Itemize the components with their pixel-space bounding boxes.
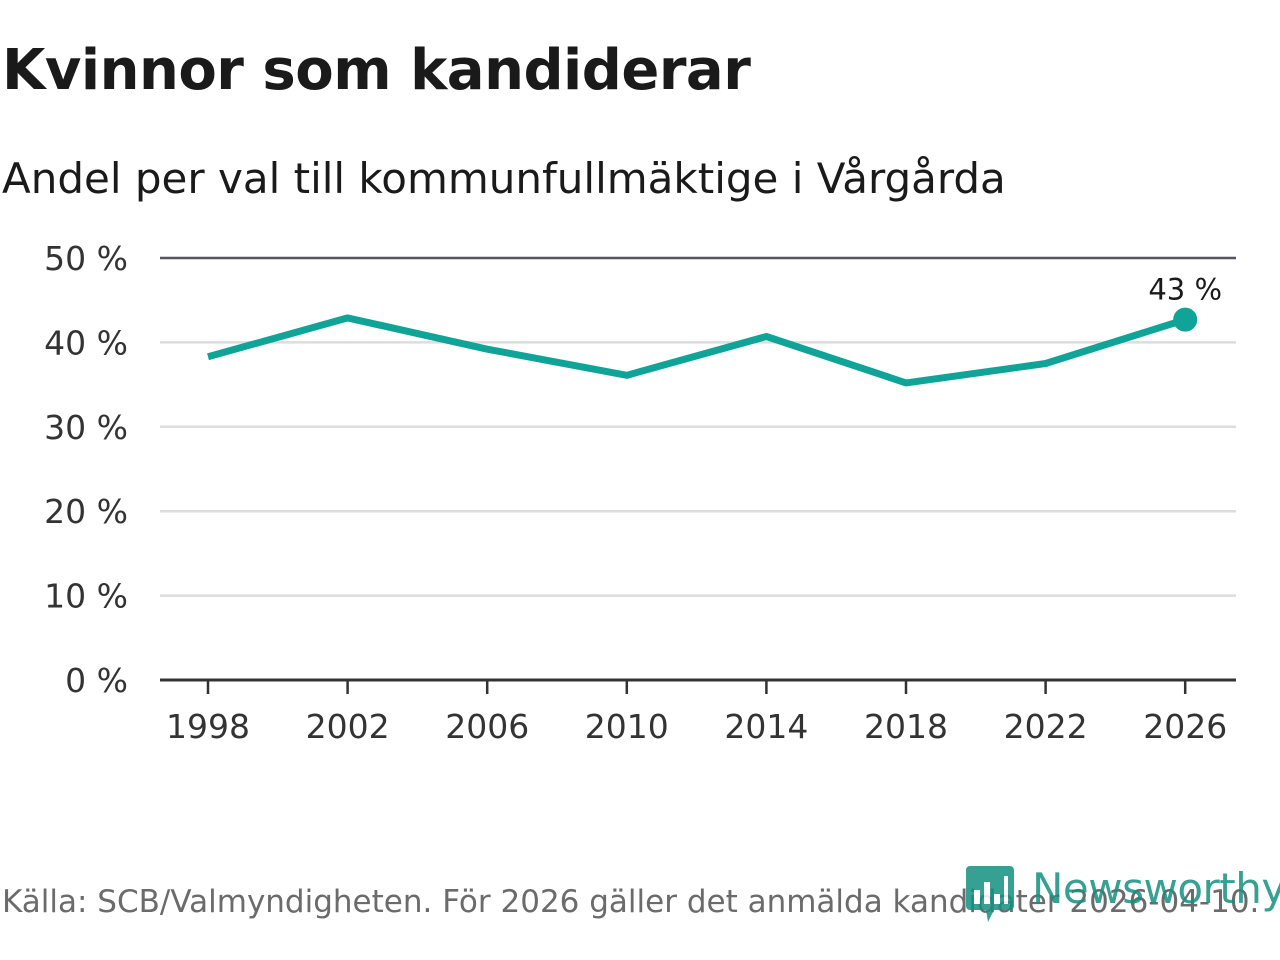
x-tick-label: 2006 bbox=[445, 707, 529, 746]
x-tick-label: 2022 bbox=[1004, 707, 1088, 746]
series-line bbox=[207, 314, 1187, 387]
y-tick-label: 30 % bbox=[44, 408, 128, 447]
chart-title: Kvinnor som kandiderar bbox=[2, 38, 751, 103]
x-tick-label: 2018 bbox=[864, 707, 948, 746]
x-tick-label: 1998 bbox=[166, 707, 250, 746]
x-tick-label: 2010 bbox=[585, 707, 669, 746]
x-tick-label: 2014 bbox=[724, 707, 808, 746]
y-axis-ticks: 0 % 10 % 20 % 30 % 40 % 50 % bbox=[44, 239, 128, 700]
chart-subtitle: Andel per val till kommunfullmäktige i V… bbox=[2, 154, 1006, 203]
x-tick-label: 2026 bbox=[1143, 707, 1227, 746]
y-tick-label: 20 % bbox=[44, 492, 128, 531]
brand-name: Newsworthy bbox=[1032, 863, 1280, 913]
annotation-layer: 43 % bbox=[1148, 273, 1222, 332]
data-point-2026 bbox=[1173, 307, 1198, 332]
source-note: Källa: SCB/Valmyndigheten. För 2026 gäll… bbox=[2, 884, 1260, 920]
y-tick-label: 50 % bbox=[44, 239, 128, 278]
grid-lines bbox=[160, 256, 1236, 682]
y-tick-label: 10 % bbox=[44, 577, 128, 616]
y-tick-label: 40 % bbox=[44, 323, 128, 362]
bar-chart-icon bbox=[966, 862, 1014, 922]
x-axis-ticks: 1998 2002 2006 2010 2014 2018 2022 2026 bbox=[166, 680, 1227, 746]
data-label-2026: 43 % bbox=[1148, 273, 1222, 307]
y-tick-label: 0 % bbox=[65, 661, 128, 700]
brand-logo: Newsworthy bbox=[966, 862, 1280, 922]
series-layer bbox=[207, 314, 1187, 387]
x-tick-label: 2002 bbox=[306, 707, 390, 746]
